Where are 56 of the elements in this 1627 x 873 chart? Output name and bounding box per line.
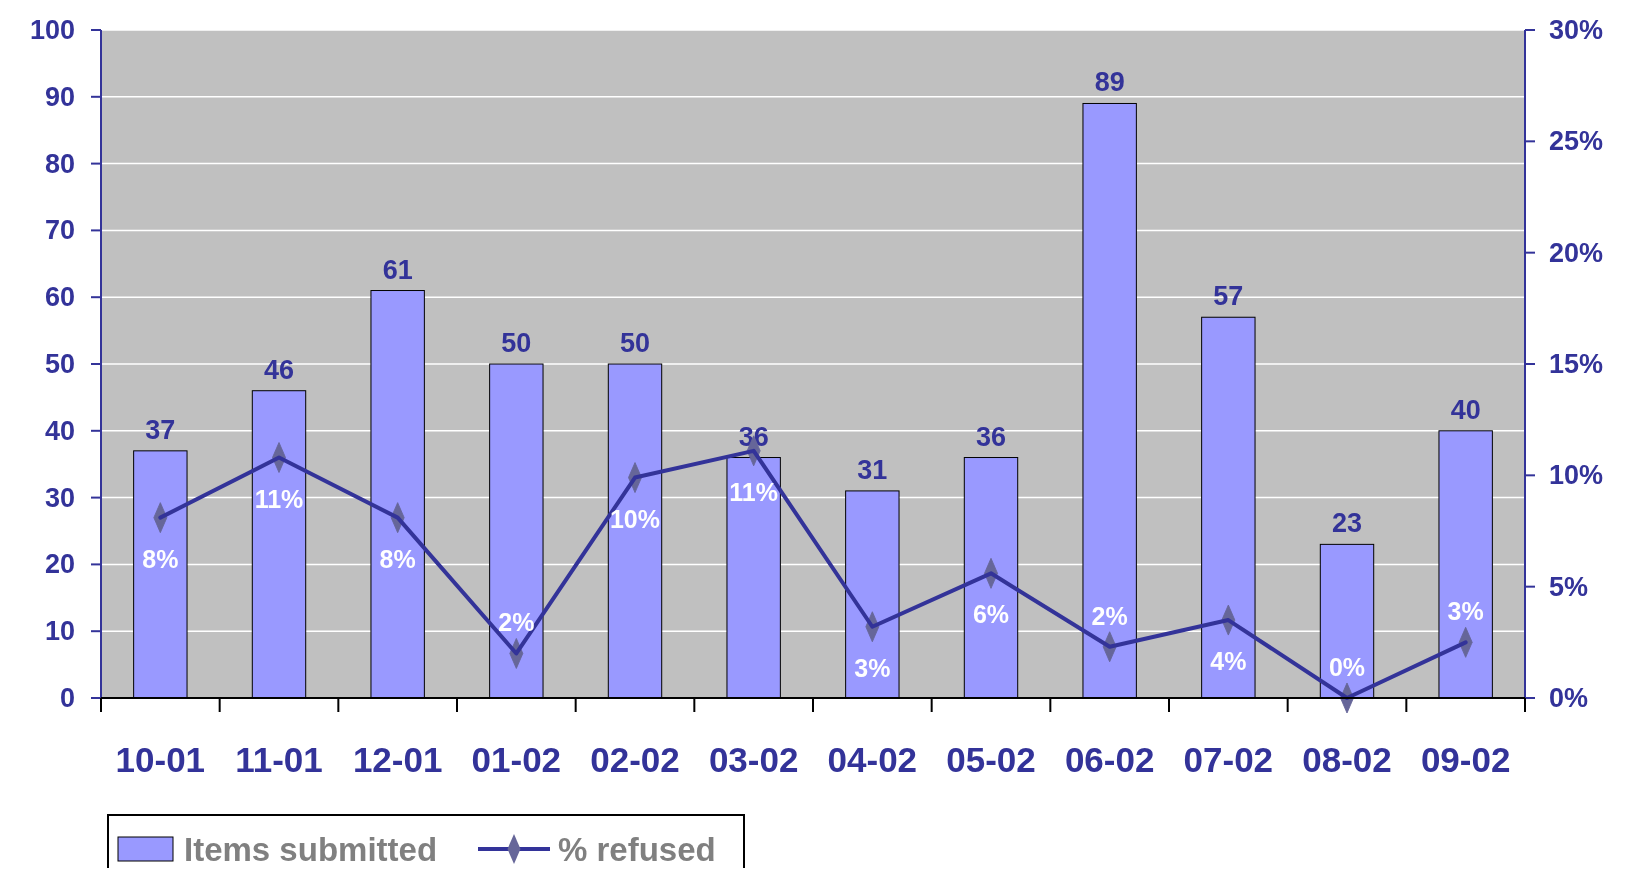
y-tick-label: 60 (44, 282, 75, 313)
data-label: 23 (1331, 508, 1363, 539)
y-tick-label: 90 (44, 81, 75, 112)
data-label: 31 (857, 454, 888, 485)
data-label: 11% (254, 484, 304, 513)
data-label: 11% (729, 477, 778, 506)
x-tick-label: 09-02 (1420, 740, 1511, 779)
data-label: 36 (975, 421, 1007, 452)
y-tick-label: 70 (44, 215, 75, 246)
legend-label: Items submitted (184, 831, 438, 868)
data-label: 0% (1328, 653, 1366, 681)
data-label: 89 (1094, 67, 1125, 98)
y-tick-label: 0 (59, 683, 75, 713)
data-label: 2% (498, 608, 535, 637)
y-tick-label: 40 (44, 415, 75, 446)
data-label: 2% (1091, 601, 1128, 630)
x-tick-label: 01-02 (471, 740, 562, 779)
y-tick-label: 10 (44, 616, 75, 647)
x-tick-label: 05-02 (946, 740, 1036, 779)
x-tick-label: 03-02 (708, 740, 799, 779)
data-label: 50 (501, 328, 532, 358)
y2-tick-label: 10% (1549, 460, 1604, 491)
data-label: 57 (1213, 281, 1244, 312)
data-label: 8% (142, 544, 179, 573)
x-tick-label: 04-02 (827, 740, 918, 779)
data-label: 3% (1447, 597, 1484, 626)
y-tick-label: 30 (44, 482, 75, 513)
y2-tick-label: 30% (1549, 15, 1604, 45)
x-tick-label: 06-02 (1064, 740, 1155, 779)
y-tick-label: 20 (44, 549, 75, 580)
data-label: 6% (972, 600, 1010, 629)
x-tick-label: 12-01 (352, 740, 443, 779)
data-label: 3% (854, 653, 891, 682)
y-tick-label: 50 (44, 349, 75, 379)
x-tick-label: 11-01 (235, 740, 323, 779)
data-label: 4% (1210, 647, 1247, 676)
data-label: 50 (619, 328, 651, 358)
y2-tick-label: 0% (1549, 683, 1589, 713)
data-label: 36 (738, 421, 769, 452)
y2-tick-label: 15% (1549, 349, 1604, 379)
x-tick-label: 10-01 (115, 740, 206, 779)
y-tick-label: 100 (29, 15, 75, 45)
legend-label: % refused (558, 831, 716, 868)
data-label: 40 (1450, 394, 1481, 425)
data-label: 46 (263, 354, 295, 385)
data-label: 8% (379, 544, 416, 573)
x-tick-label: 02-02 (590, 740, 680, 779)
x-tick-label: 08-02 (1302, 740, 1392, 779)
y-tick-label: 80 (44, 148, 75, 179)
y2-tick-label: 5% (1549, 571, 1589, 602)
y2-tick-label: 20% (1549, 237, 1604, 268)
data-label: 37 (145, 414, 176, 445)
y2-tick-label: 25% (1549, 126, 1604, 157)
data-label: 61 (382, 254, 413, 285)
data-label: 10% (609, 504, 661, 533)
x-tick-label: 07-02 (1183, 740, 1274, 779)
